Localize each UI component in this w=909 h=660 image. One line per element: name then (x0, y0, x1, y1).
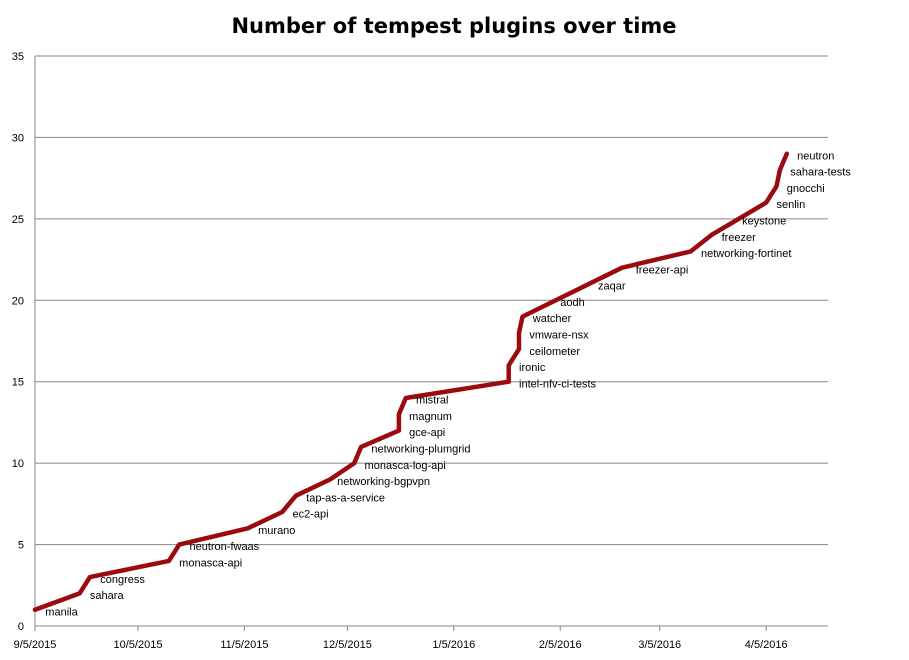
annotation-label: senlin (777, 199, 806, 211)
annotation-label: ceilometer (529, 346, 580, 358)
y-tick-label: 35 (12, 51, 24, 63)
annotation-label: neutron-fwaas (189, 541, 259, 553)
annotation-label: ironic (519, 362, 546, 374)
point-annotations: manila sahara congress neutron-fwaas monasca… (45, 150, 851, 618)
annotation-label: networking-fortinet (701, 248, 792, 260)
gridlines (35, 55, 828, 546)
x-tick-label: 2/5/2016 (539, 639, 582, 651)
annotation-label: gnocchi (787, 183, 825, 195)
annotation-label: ec2-api (292, 509, 328, 521)
annotation-label: aodh (560, 297, 584, 309)
annotation-label: murano (258, 525, 295, 537)
annotation-label: networking-plumgrid (371, 443, 470, 455)
annotation-label: watcher (532, 313, 572, 325)
annotation-label: neutron (797, 150, 834, 162)
x-tick-label: 1/5/2016 (432, 639, 475, 651)
annotation-label: sahara (90, 590, 125, 602)
x-axis-tick-labels: 9/5/2015 10/5/2015 11/5/2015 12/5/2015 1/5/2… (14, 626, 788, 651)
annotation-label: freezer (722, 232, 757, 244)
annotation-label: monasca-api (179, 557, 242, 569)
x-tick-label: 10/5/2015 (114, 639, 163, 651)
y-tick-label: 0 (18, 621, 24, 633)
x-tick-label: 11/5/2015 (220, 639, 268, 651)
annotation-label: tap-as-a-service (306, 492, 385, 504)
y-tick-label: 10 (12, 458, 24, 470)
y-axis-tick-labels: 0 5 10 15 20 25 30 35 (12, 51, 24, 633)
chart-title: Number of tempest plugins over time (231, 14, 676, 38)
annotation-label: monasca-log-api (365, 460, 446, 472)
annotation-label: sahara-tests (790, 167, 851, 179)
series-line (32, 151, 790, 612)
y-tick-label: 5 (18, 540, 24, 552)
annotation-label: freezer-api (636, 264, 689, 276)
annotation-label: magnum (409, 411, 452, 423)
x-tick-label: 3/5/2016 (638, 639, 681, 651)
annotation-label: networking-bgpvpn (337, 476, 430, 488)
y-tick-label: 30 (12, 132, 24, 144)
annotation-label: zaqar (598, 281, 626, 293)
x-tick-label: 12/5/2015 (323, 639, 372, 651)
annotation-label: mistral (416, 395, 448, 407)
annotation-label: intel-nfv-ci-tests (519, 378, 597, 390)
annotation-label: congress (100, 574, 145, 586)
y-tick-label: 25 (12, 214, 24, 226)
x-tick-label: 9/5/2015 (14, 639, 57, 651)
x-tick-label: 4/5/2016 (745, 639, 788, 651)
annotation-label: gce-api (409, 427, 445, 439)
annotation-label: manila (45, 606, 78, 618)
annotation-label: keystone (742, 215, 786, 227)
y-tick-label: 15 (12, 377, 24, 389)
annotation-label: vmware-nsx (529, 329, 589, 341)
y-tick-label: 20 (12, 295, 24, 307)
series-plugins (32, 151, 790, 612)
